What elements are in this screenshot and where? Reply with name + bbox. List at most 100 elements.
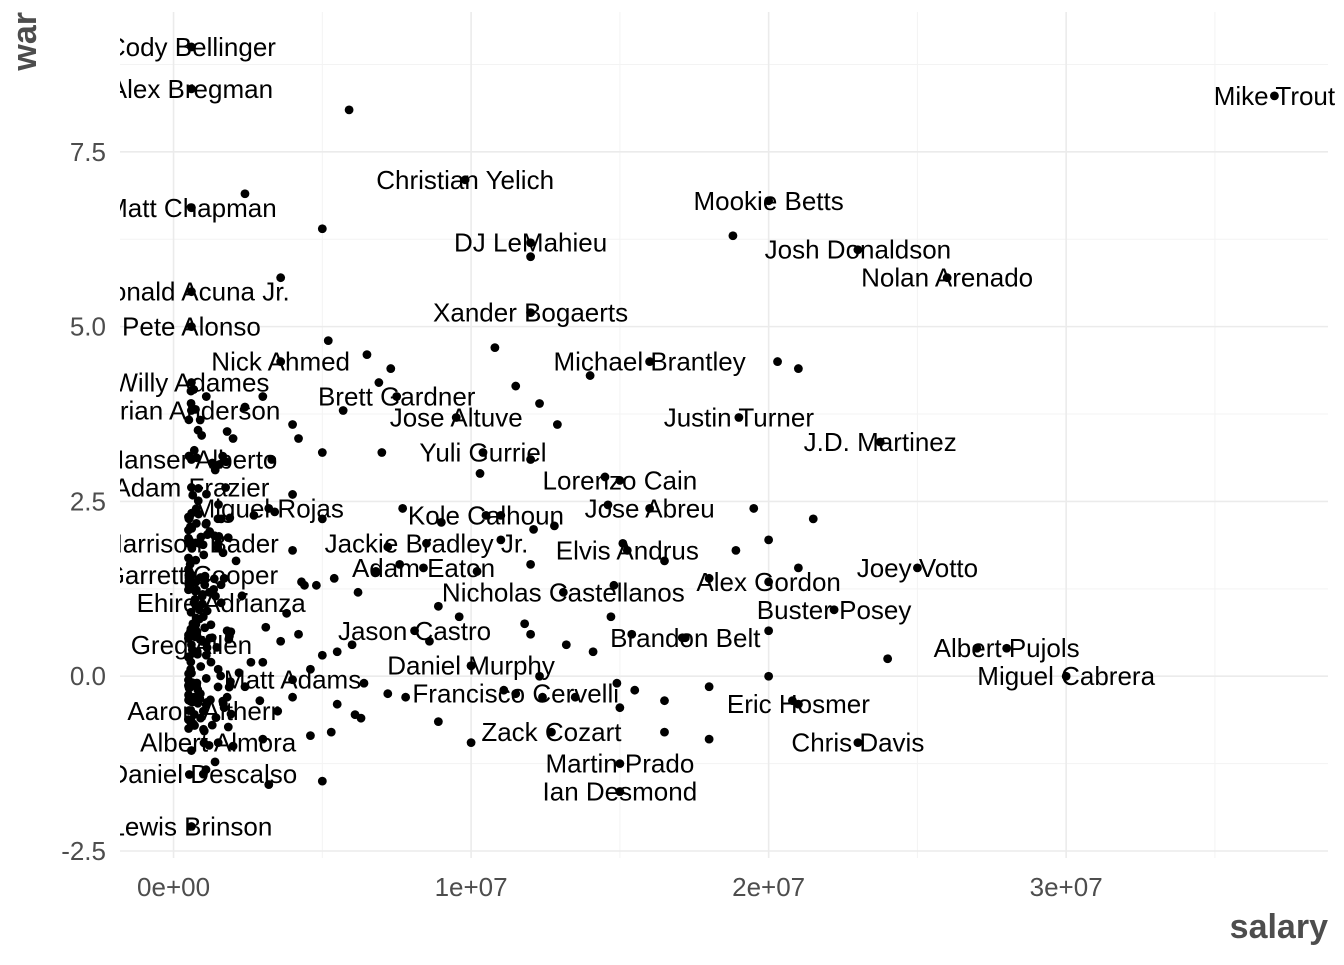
data-point (200, 580, 210, 590)
data-point (353, 587, 363, 597)
point-label: Nolan Arenado (861, 263, 1033, 293)
data-point (704, 682, 714, 692)
data-point (218, 451, 228, 461)
data-point (213, 664, 223, 674)
data-point (764, 671, 774, 681)
data-point (198, 612, 208, 622)
data-point (332, 699, 342, 709)
labeled-data-point (645, 504, 655, 513)
point-label: Martin Prado (545, 749, 694, 779)
point-label: Miguel Cabrera (977, 661, 1155, 691)
data-point (188, 490, 198, 500)
point-label: Xander Bogaerts (433, 298, 628, 328)
labeled-data-point (526, 308, 536, 318)
data-point (332, 647, 342, 657)
data-point (454, 612, 464, 622)
data-point (228, 434, 238, 443)
data-point (194, 605, 204, 615)
data-point (234, 668, 244, 678)
data-point (212, 642, 222, 652)
data-point (383, 689, 393, 699)
labeled-data-point (829, 605, 839, 615)
data-point (603, 500, 613, 510)
data-point (210, 757, 220, 767)
data-point (383, 542, 393, 552)
data-point (188, 678, 197, 688)
data-point (204, 740, 214, 750)
data-point (199, 550, 209, 560)
data-point (185, 559, 195, 569)
data-point (204, 587, 214, 597)
data-point (273, 706, 283, 716)
point-label: Jackie Bradley Jr. (325, 528, 529, 558)
data-point (189, 710, 199, 719)
data-point (526, 252, 536, 262)
data-point (660, 727, 669, 737)
point-label: Mookie Betts (693, 186, 843, 216)
labeled-data-point (734, 413, 744, 422)
point-label: Ronald Acuna Jr. (93, 277, 290, 307)
labeled-data-point (478, 448, 488, 457)
data-point (190, 586, 200, 596)
data-point (609, 580, 619, 590)
point-labels: Cody Bellinger Alex Bregman Mike Trout Chri… (93, 32, 1336, 842)
data-point (186, 717, 195, 727)
data-point (883, 654, 893, 664)
x-axis-title: salary (1230, 908, 1328, 946)
labeled-data-point (187, 406, 196, 415)
data-point (226, 709, 236, 719)
y-tick-label: 7.5 (70, 137, 106, 167)
data-point (793, 563, 803, 573)
data-point (317, 650, 327, 660)
data-point (210, 531, 220, 541)
data-point (311, 580, 321, 590)
labeled-data-point (875, 437, 885, 447)
labeled-data-point (912, 563, 922, 573)
data-points (184, 42, 1279, 831)
data-point (240, 682, 250, 692)
point-label: Yuli Gurriel (419, 437, 546, 467)
labeled-data-point (392, 392, 402, 401)
point-label: Lewis Brinson (110, 812, 272, 842)
data-point (184, 585, 193, 595)
y-axis-title: war (6, 12, 44, 72)
point-label: Brian Anderson (103, 396, 281, 426)
labeled-data-point (187, 378, 196, 387)
data-point (288, 420, 297, 429)
data-point (425, 636, 434, 646)
data-point (630, 685, 640, 695)
data-point (731, 545, 741, 555)
point-label: Mike Trout (1214, 81, 1336, 111)
point-label: Hanser Alberto (105, 444, 277, 474)
data-point (267, 455, 277, 464)
labeled-data-point (481, 511, 491, 520)
point-label: Ehire Adrianza (137, 588, 307, 618)
data-point (194, 509, 203, 519)
data-point (764, 626, 774, 636)
point-label: Aaron Altherr (127, 696, 279, 726)
x-tick-label: 0e+00 (137, 872, 210, 902)
data-point (207, 720, 217, 730)
x-tick-labels: 0e+00 1e+07 2e+07 3e+07 (137, 872, 1103, 902)
point-label: Cody Bellinger (107, 32, 276, 62)
data-point (186, 607, 196, 617)
data-point (288, 490, 297, 499)
data-point (184, 770, 194, 779)
data-point (216, 514, 226, 524)
data-point (529, 524, 538, 534)
labeled-data-point (187, 84, 196, 94)
data-point (496, 511, 506, 520)
point-label: Albert Pujols (934, 633, 1080, 663)
data-point (249, 511, 259, 520)
data-point (660, 696, 669, 706)
point-label: Brandon Belt (610, 623, 761, 653)
labeled-data-point (793, 699, 803, 709)
data-point (184, 512, 193, 522)
point-label: Zack Cozart (481, 717, 622, 747)
data-point (201, 650, 211, 660)
labeled-data-point (942, 273, 952, 283)
labeled-data-point (853, 738, 863, 748)
data-point (359, 678, 369, 688)
labeled-data-point (680, 633, 690, 643)
